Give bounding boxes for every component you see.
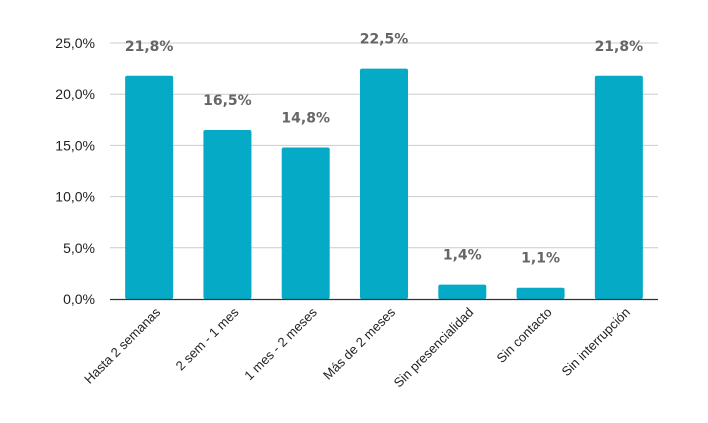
data-label: 21,8%	[595, 39, 644, 55]
bar	[438, 284, 487, 299]
category-label: Sin presencialidad	[391, 305, 477, 391]
data-label: 16,5%	[203, 93, 252, 109]
category-label: Sin interrupción	[559, 305, 633, 379]
category-label: Hasta 2 semanas	[81, 304, 163, 386]
y-axis-tick-labels: 0,0% 5,0% 10,0% 15,0% 20,0% 25,0%	[55, 35, 95, 307]
y-tick-label: 10,0%	[55, 189, 95, 205]
y-tick-label: 0,0%	[63, 291, 95, 307]
x-axis-category-labels: Hasta 2 semanas 2 sem - 1 mes 1 mes - 2 me…	[81, 304, 633, 390]
data-label: 22,5%	[360, 32, 409, 48]
bar	[203, 130, 252, 299]
data-label: 1,1%	[521, 251, 560, 267]
category-label: Sin contacto	[493, 305, 554, 366]
bar	[125, 75, 174, 299]
data-label: 14,8%	[281, 110, 330, 126]
category-label: 1 mes - 2 meses	[241, 304, 320, 383]
y-tick-label: 15,0%	[55, 137, 95, 153]
data-labels: 21,8% 16,5% 14,8% 22,5% 1,4% 1,1% 21,8%	[125, 32, 643, 267]
y-tick-label: 20,0%	[55, 86, 95, 102]
data-label: 1,4%	[443, 248, 482, 264]
y-tick-label: 25,0%	[55, 35, 95, 51]
bar	[360, 68, 408, 299]
y-tick-label: 5,0%	[63, 240, 95, 256]
data-label: 21,8%	[125, 39, 174, 55]
category-label: Más de 2 meses	[320, 304, 398, 382]
bar	[516, 287, 565, 299]
bars	[125, 68, 643, 299]
category-label: 2 sem - 1 mes	[173, 304, 242, 373]
bar	[594, 75, 643, 299]
bar	[281, 147, 330, 299]
